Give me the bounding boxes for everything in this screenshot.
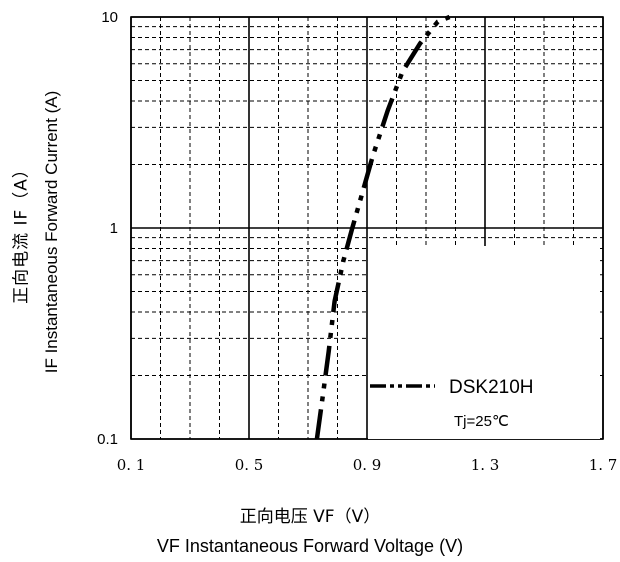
x-axis-title-en: VF Instantaneous Forward Voltage (V)	[156, 536, 464, 556]
plot-frame	[130, 16, 604, 440]
x-tick-labels: 0. 1 0. 5 0. 9 1. 3 1. 7	[117, 456, 618, 474]
x-tick-label: 0. 5	[235, 456, 264, 474]
x-tick-label: 0. 9	[353, 456, 382, 474]
x-axis-title-cn: 正向电压 VF（V）	[239, 507, 381, 527]
y-tick-labels: 0.1 1 10	[97, 9, 118, 448]
series-line-dsk210h	[314, 14, 451, 440]
x-tick-label: 0. 1	[117, 456, 146, 474]
x-tick-label: 1. 3	[471, 456, 500, 474]
y-tick-label: 1	[110, 220, 118, 237]
series-group	[314, 14, 451, 440]
y-tick-label: 0.1	[97, 431, 118, 448]
legend-series-label: DSK210H	[449, 377, 534, 398]
legend-temperature-note: Tj=25℃	[454, 413, 509, 430]
y-axis-title-en: IF Instantaneous Forward Current (A)	[42, 90, 61, 374]
y-axis-title-cn: 正向电流 IF（A）	[11, 160, 32, 304]
y-tick-label: 10	[101, 9, 118, 26]
x-tick-label: 1. 7	[589, 456, 618, 474]
legend-box: DSK210H Tj=25℃	[368, 246, 600, 439]
